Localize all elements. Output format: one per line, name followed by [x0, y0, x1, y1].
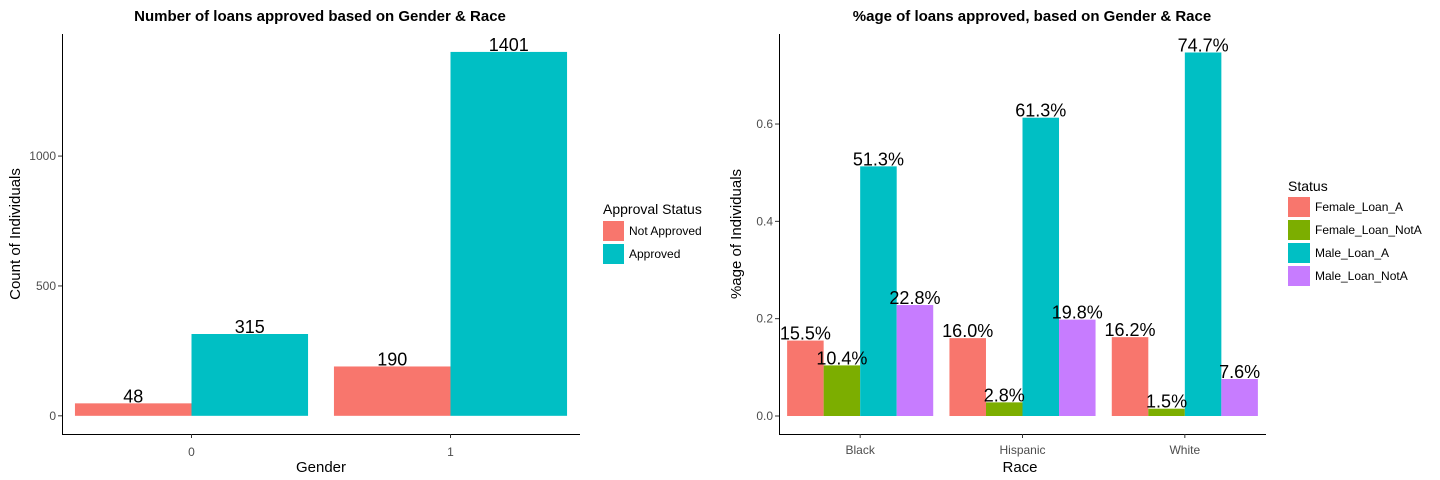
c2-data-label: 7.6% — [1219, 362, 1260, 382]
c1-y-tick-label: 500 — [36, 279, 56, 293]
chart2-legend: Status Female_Loan_A Female_Loan_NotA Male… — [1288, 178, 1422, 286]
c2-legend-swatch — [1288, 220, 1310, 240]
c2-bar-female-loan-nota-hispanic — [985, 402, 1023, 416]
c2-data-label: 16.0% — [942, 321, 993, 341]
c2-x-tick-label: White — [1169, 443, 1200, 457]
c2-data-label: 61.3% — [1015, 101, 1066, 121]
chart2-bars — [787, 52, 1258, 416]
c1-legend-label: Not Approved — [629, 224, 702, 238]
c1-y-tick-label: 0 — [49, 409, 56, 423]
chart-loans-percent: %age of loans approved, based on Gender … — [728, 8, 1422, 476]
c2-legend-swatch — [1288, 266, 1310, 286]
c1-data-label: 48 — [123, 386, 143, 406]
c2-data-label: 74.7% — [1178, 35, 1229, 55]
c2-bar-male-loan-nota-hispanic — [1059, 319, 1096, 416]
chart2-x-ticks: Black Hispanic White — [845, 434, 1200, 457]
c1-legend-swatch — [603, 221, 624, 241]
c2-y-tick-label: 0.6 — [756, 117, 773, 131]
c2-legend-swatch — [1288, 243, 1310, 263]
c2-legend-label: Male_Loan_A — [1315, 246, 1389, 260]
chart2-x-axis-title: Race — [1002, 459, 1037, 476]
c1-bar-not-approved-0 — [74, 403, 192, 416]
chart1-x-axis-title: Gender — [296, 459, 346, 476]
c1-y-tick-label: 1000 — [29, 149, 56, 163]
chart1-legend: Approval Status Not Approved Approved — [603, 201, 702, 264]
c1-legend-swatch — [603, 244, 624, 264]
c1-bar-approved-0 — [191, 334, 309, 416]
chart2-y-ticks: 0.0 0.2 0.4 0.6 — [756, 117, 779, 423]
c2-bar-male-loan-a-black — [860, 166, 897, 416]
c1-x-tick-label: 1 — [447, 445, 454, 459]
c2-bar-female-loan-nota-white — [1148, 408, 1185, 416]
c2-legend-label: Female_Loan_A — [1315, 200, 1403, 214]
c2-y-tick-label: 0.0 — [756, 409, 773, 423]
chart1-title: Number of loans approved based on Gender… — [134, 8, 506, 25]
chart1-data-labels: 48 190 315 1401 — [123, 35, 529, 406]
c2-bar-female-loan-nota-black — [823, 365, 861, 416]
c2-bar-male-loan-a-hispanic — [1022, 117, 1060, 416]
c1-data-label: 190 — [377, 349, 407, 369]
c1-bar-approved-1 — [450, 51, 568, 416]
c2-legend-swatch — [1288, 197, 1310, 217]
c2-y-tick-label: 0.4 — [756, 214, 773, 228]
c2-bar-female-loan-a-black — [787, 340, 824, 416]
c1-legend-label: Approved — [629, 247, 680, 261]
c1-bar-not-approved-1 — [333, 366, 451, 416]
c1-data-label: 315 — [235, 317, 265, 337]
c2-y-tick-label: 0.2 — [756, 312, 773, 326]
c1-x-tick-label: 0 — [188, 445, 195, 459]
chart2-data-labels: 15.5% 16.0% 16.2% 10.4% 2.8% 1.5% 51.3% 61.3% 74… — [780, 35, 1260, 411]
c2-legend-label: Female_Loan_NotA — [1315, 223, 1422, 237]
c2-bar-female-loan-a-white — [1111, 337, 1149, 416]
c2-x-tick-label: Black — [845, 443, 875, 457]
chart1-bars — [74, 51, 568, 416]
chart1-legend-title: Approval Status — [603, 201, 702, 217]
c2-data-label: 1.5% — [1146, 392, 1187, 412]
chart1-y-ticks: 0 500 1000 — [29, 149, 62, 423]
chart2-legend-title: Status — [1288, 178, 1328, 194]
c2-data-label: 16.2% — [1105, 320, 1156, 340]
chart2-y-axis-title: %age of Individuals — [728, 169, 745, 299]
c2-data-label: 22.8% — [889, 288, 940, 308]
c2-bar-male-loan-nota-black — [896, 305, 934, 416]
chart-loans-count: Number of loans approved based on Gender… — [7, 8, 702, 476]
c2-data-label: 2.8% — [984, 385, 1025, 405]
chart2-title: %age of loans approved, based on Gender … — [853, 8, 1211, 25]
c2-data-label: 15.5% — [780, 324, 831, 344]
c2-bar-male-loan-nota-white — [1221, 379, 1258, 416]
c1-data-label: 1401 — [489, 35, 529, 55]
c2-legend-label: Male_Loan_NotA — [1315, 269, 1408, 283]
c2-bar-male-loan-a-white — [1184, 52, 1222, 416]
c2-data-label: 10.4% — [816, 348, 867, 368]
c2-data-label: 51.3% — [853, 149, 904, 169]
c2-bar-female-loan-a-hispanic — [949, 338, 986, 416]
c2-x-tick-label: Hispanic — [999, 443, 1045, 457]
c2-data-label: 19.8% — [1052, 303, 1103, 323]
chart1-y-axis-title: Count of Individuals — [7, 168, 24, 300]
